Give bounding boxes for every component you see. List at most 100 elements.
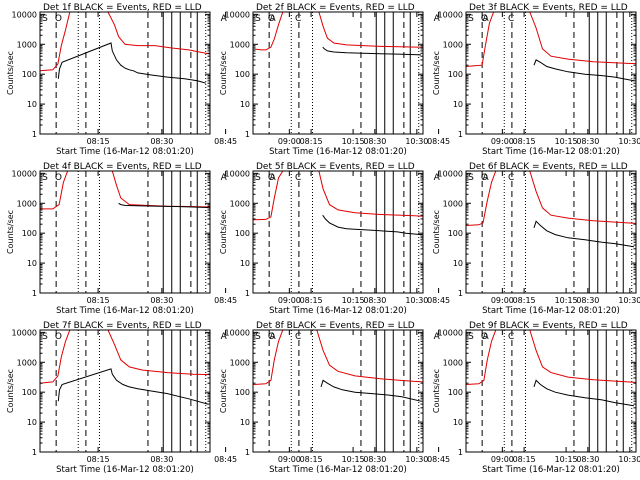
y-tick-label: 10 [453,259,463,268]
attenuator-marker: O [55,173,62,183]
panel-title: Det 5f BLACK = Events, RED = LLD [256,162,415,172]
panel-title: Det 8f BLACK = Events, RED = LLD [256,321,415,331]
series-lld-line [253,171,423,221]
panel-det-6: Det 6f BLACK = Events, RED = LLDSOAAC110… [432,162,637,316]
x-axis-label: Start Time (16-Mar-12 08:01:20) [56,465,194,475]
attenuator-marker: O [268,173,275,183]
x-tick-label: 09:00 [491,137,514,146]
series-lld-line [40,171,210,210]
x-axis-label: Start Time (16-Mar-12 08:01:20) [269,306,407,316]
x-tick-label: 09:00 [491,296,514,305]
attenuator-marker: C [508,14,514,24]
y-tick-label: 10000 [225,169,250,178]
series-events-line [533,379,634,407]
series-group [466,330,636,407]
series-lld-line [466,12,636,67]
y-tick-label: 1000 [17,358,37,367]
x-tick-label: 10:30 [618,296,640,305]
series-group [40,12,210,84]
x-tick-label: 10:15 [555,296,578,305]
attenuator-marker: A [483,14,490,24]
y-tick-label: 10 [27,259,37,268]
attenuator-marker: A [221,14,228,24]
event-lines [55,171,207,293]
y-tick-label: 100 [22,70,37,79]
series-events-line [322,46,421,56]
y-tick-label: 10 [240,418,250,427]
event-lines [481,330,633,452]
panel-title: Det 7f BLACK = Events, RED = LLD [43,321,202,331]
y-tick-label: 10000 [12,328,37,337]
x-tick-label: 10:30 [405,455,428,464]
y-tick-label: 1 [245,130,250,139]
series-events-line [57,42,206,84]
x-tick-label: 08:15 [300,455,323,464]
panel-title: Det 4f BLACK = Events, RED = LLD [43,162,202,172]
plot-frame [39,329,211,453]
x-tick-label: 08:15 [300,296,323,305]
x-tick-label: 08:15 [87,296,110,305]
x-tick-label: 10:30 [618,455,640,464]
x-tick-label: 08:15 [300,137,323,146]
event-lines [481,171,633,293]
attenuator-marker: C [508,173,514,183]
x-tick-label: 08:30 [363,296,386,305]
attenuator-marker: O [268,332,275,342]
x-tick-label: 10:15 [342,137,365,146]
y-tick-label: 1 [245,289,250,298]
y-tick-label: 1000 [17,40,37,49]
series-group [466,12,636,82]
y-tick-label: 10 [453,100,463,109]
y-tick-label: 1000 [230,358,250,367]
y-tick-label: 1 [32,289,37,298]
x-tick-label: 10:15 [342,455,365,464]
series-lld-line [40,12,210,72]
x-axis-label: Start Time (16-Mar-12 08:01:20) [269,147,407,157]
y-tick-label: 1 [458,130,463,139]
attenuator-marker: A [270,173,277,183]
attenuator-marker: C [295,332,301,342]
x-tick-label: 08:30 [150,137,173,146]
x-tick-label: 08:45 [427,137,450,146]
attenuator-marker: S [468,14,474,24]
x-tick-label: 10:30 [405,296,428,305]
attenuator-marker: A [270,14,277,24]
y-tick-label: 100 [235,229,250,238]
plot-frame [465,329,637,453]
y-tick-label: 1 [458,289,463,298]
y-tick-label: 1 [32,448,37,457]
attenuator-marker: S [468,173,474,183]
panel-title: Det 9f BLACK = Events, RED = LLD [469,321,628,331]
series-events-line [533,220,634,248]
event-lines [268,12,420,134]
attenuator-marker: S [42,173,48,183]
attenuator-marker: O [481,173,488,183]
y-tick-label: 1000 [443,358,463,367]
y-axis-label: Counts/sec [432,369,441,413]
attenuator-marker: S [42,332,48,342]
y-tick-label: 10 [27,418,37,427]
y-tick-label: 100 [448,388,463,397]
x-tick-label: 10:15 [555,455,578,464]
y-tick-label: 1 [32,130,37,139]
plot-frame [465,11,637,135]
x-tick-label: 08:30 [576,296,599,305]
attenuator-marker: O [481,332,488,342]
y-axis-label: Counts/sec [432,210,441,254]
panel-title: Det 6f BLACK = Events, RED = LLD [469,162,628,172]
attenuator-marker: O [55,332,62,342]
x-tick-label: 08:15 [87,137,110,146]
series-events-line [57,368,209,405]
x-tick-label: 10:30 [405,137,428,146]
x-tick-label: 08:30 [150,455,173,464]
y-axis-label: Counts/sec [6,210,15,254]
x-tick-label: 08:45 [427,455,450,464]
panel-det-3: Det 3f BLACK = Events, RED = LLDSOAAC110… [432,3,637,157]
x-tick-label: 09:00 [278,296,301,305]
